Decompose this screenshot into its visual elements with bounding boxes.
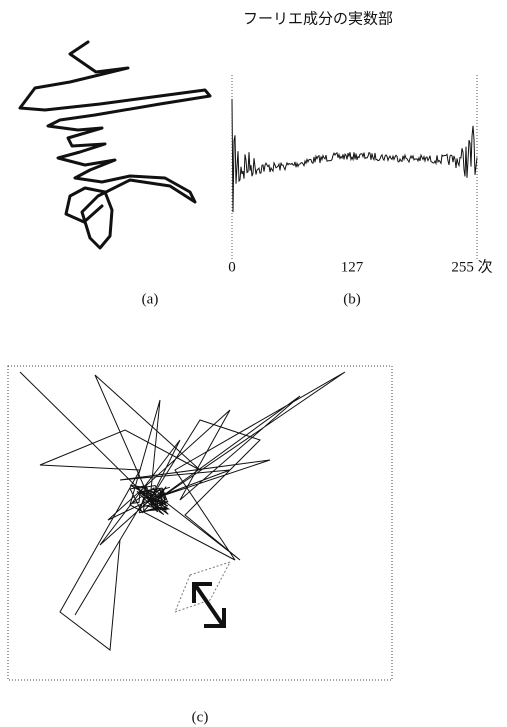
dense-cluster bbox=[129, 484, 171, 516]
spectrum-line bbox=[231, 98, 478, 213]
cluster-line bbox=[129, 484, 171, 516]
handwriting bbox=[18, 40, 212, 250]
plot-title: フーリエ成分の実数部 bbox=[243, 10, 393, 27]
arrow bbox=[192, 582, 226, 628]
x-tick-label: 255 次 bbox=[451, 258, 492, 275]
dotted-shape bbox=[174, 561, 232, 613]
panel-label: (c) bbox=[192, 709, 209, 725]
x-tick-label: 0 bbox=[228, 259, 236, 275]
panel-label: (b) bbox=[343, 291, 361, 307]
panel-label: (a) bbox=[142, 291, 159, 307]
trajectory bbox=[19, 371, 346, 651]
plot-frame bbox=[7, 365, 393, 681]
x-tick-label: 127 bbox=[341, 259, 364, 275]
